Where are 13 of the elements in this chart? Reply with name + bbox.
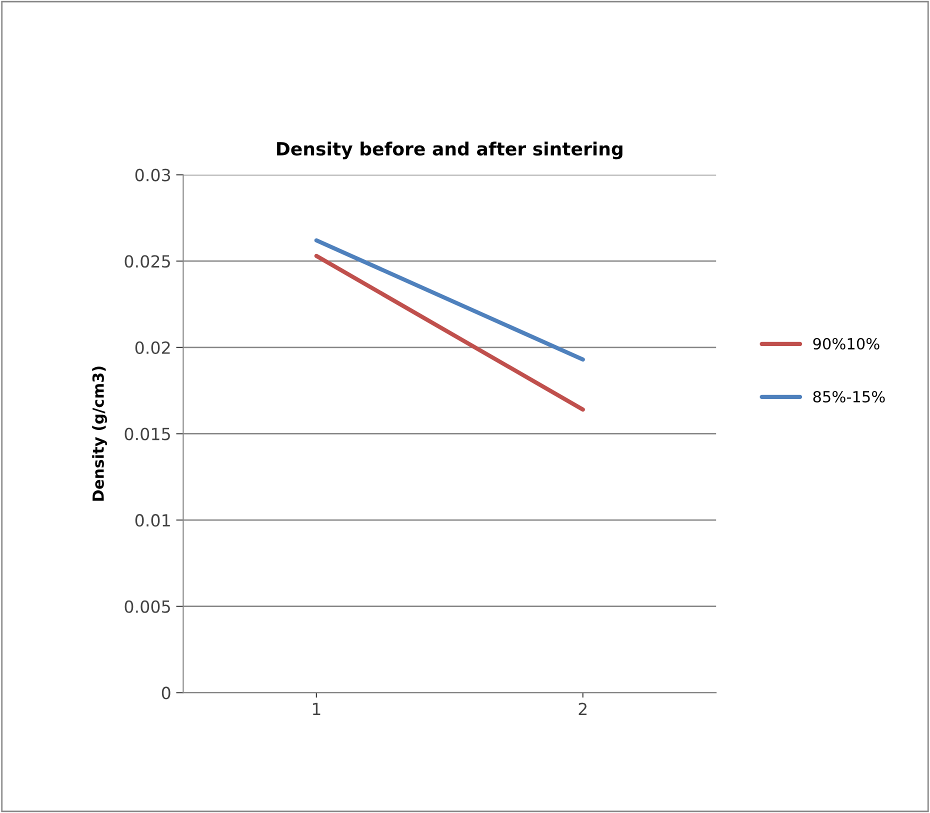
y-tick-label: 0: [162, 686, 170, 700]
legend-label: 90%10%: [813, 338, 880, 350]
chart-title: Density before and after sintering: [277, 142, 622, 160]
y-tick-label: 0.02: [135, 341, 170, 354]
x-tick-label: 2: [578, 702, 587, 716]
legend-label: 85%-15%: [813, 390, 885, 403]
y-tick-label: 0.01: [135, 514, 170, 527]
y-axis-title: Density (g/cm3): [92, 366, 108, 501]
y-tick-label: 0.025: [124, 255, 170, 268]
x-tick-label: 1: [312, 702, 320, 716]
y-tick-label: 0.015: [124, 428, 170, 440]
y-tick-label: 0.03: [135, 168, 170, 182]
y-tick-label: 0.005: [124, 600, 170, 613]
